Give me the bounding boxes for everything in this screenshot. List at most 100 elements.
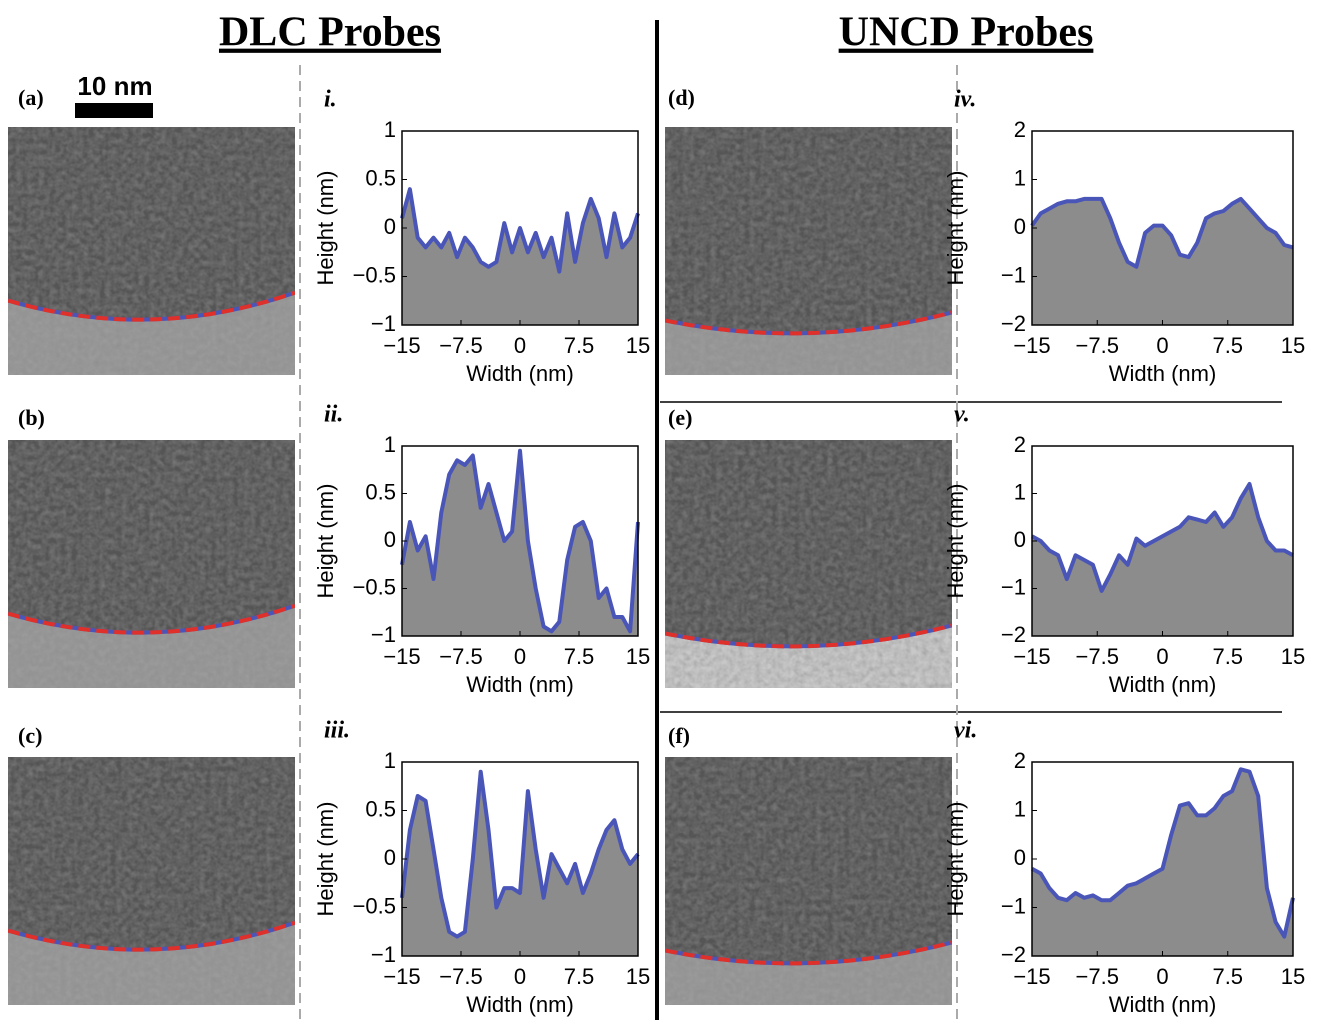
y-tick-label: 2: [1014, 748, 1026, 773]
y-tick-label: 1: [384, 432, 396, 457]
y-tick-label: −2: [1001, 622, 1026, 647]
chart-title: vi.: [954, 718, 977, 744]
y-tick-label: −1: [1001, 262, 1026, 287]
x-tick-label: −7.5: [1076, 644, 1119, 669]
y-axis-label: Height (nm): [313, 484, 338, 599]
chart-title: iv.: [954, 87, 976, 113]
x-tick-label: 15: [626, 333, 650, 358]
panel-label: (a): [18, 85, 44, 110]
x-tick-label: −15: [1013, 333, 1050, 358]
x-tick-label: −7.5: [1076, 333, 1119, 358]
x-tick-label: 0: [1156, 964, 1168, 989]
panel-label: (b): [18, 405, 45, 430]
profile-line: [1031, 767, 1295, 939]
area-fill: [1032, 198, 1293, 325]
x-axis-label: Width (nm): [466, 672, 574, 697]
tip-region: [665, 757, 952, 964]
y-tick-label: −1: [371, 622, 396, 647]
y-tick-label: 1: [1014, 796, 1026, 821]
panel-label: (c): [18, 723, 42, 748]
profile-line: [1031, 482, 1294, 593]
tem-image: [665, 440, 952, 688]
y-tick-label: −1: [1001, 893, 1026, 918]
x-axis-label: Width (nm): [1109, 992, 1217, 1017]
y-tick-label: 0.5: [365, 796, 396, 821]
heading: DLC Probes: [219, 10, 441, 56]
y-tick-label: −1: [371, 942, 396, 967]
x-tick-label: 15: [1281, 333, 1305, 358]
x-tick-label: 0: [1156, 333, 1168, 358]
area-fill: [1032, 769, 1293, 956]
x-tick-label: 0: [514, 964, 526, 989]
x-tick-label: −7.5: [439, 644, 482, 669]
panel-label: (d): [668, 85, 695, 110]
chart-title: i.: [324, 87, 337, 113]
y-tick-label: −2: [1001, 942, 1026, 967]
profile-line: [1030, 196, 1294, 269]
tem-image: [8, 127, 295, 375]
tip-region: [665, 127, 952, 334]
x-tick-label: 7.5: [564, 333, 595, 358]
tip-region: [8, 127, 295, 320]
tem-image: [665, 757, 952, 1005]
x-tick-label: 7.5: [1212, 964, 1243, 989]
y-tick-label: 1: [1014, 479, 1026, 504]
y-tick-label: 0.5: [365, 165, 396, 190]
y-tick-label: 2: [1014, 432, 1026, 457]
y-tick-label: −1: [1001, 574, 1026, 599]
fit-curve: [8, 290, 295, 322]
x-tick-label: 7.5: [564, 964, 595, 989]
fit-curve: [665, 623, 952, 649]
x-tick-label: −7.5: [1076, 964, 1119, 989]
chart-title: v.: [954, 402, 970, 428]
x-tick-label: 15: [1281, 964, 1305, 989]
y-tick-label: 0.5: [365, 479, 396, 504]
x-tick-label: 7.5: [1212, 333, 1243, 358]
area-fill: [402, 189, 638, 325]
tip-region: [8, 440, 295, 633]
fit-curve: [8, 920, 295, 952]
y-tick-label: −2: [1001, 311, 1026, 336]
x-tick-label: 15: [1281, 644, 1305, 669]
y-tick-label: 1: [384, 117, 396, 142]
x-axis-label: Width (nm): [1109, 672, 1217, 697]
tem-image: [8, 757, 295, 1005]
profile-line: [400, 187, 640, 274]
y-axis-label: Height (nm): [943, 171, 968, 286]
x-tick-label: −15: [383, 333, 420, 358]
x-tick-label: −15: [1013, 964, 1050, 989]
y-axis-label: Height (nm): [943, 802, 968, 917]
tem-image: [8, 440, 295, 688]
x-tick-label: −15: [383, 964, 420, 989]
y-axis-label: Height (nm): [313, 802, 338, 917]
x-tick-label: −15: [1013, 644, 1050, 669]
y-tick-label: 0: [384, 527, 396, 552]
y-tick-label: −0.5: [353, 893, 396, 918]
x-tick-label: 15: [626, 644, 650, 669]
chart-title: iii.: [324, 718, 350, 744]
y-tick-label: −0.5: [353, 262, 396, 287]
fit-curve: [665, 310, 952, 336]
x-tick-label: 0: [1156, 644, 1168, 669]
x-axis-label: Width (nm): [1109, 361, 1217, 386]
profile-line: [400, 448, 640, 634]
x-tick-label: 7.5: [1212, 644, 1243, 669]
x-tick-label: 7.5: [564, 644, 595, 669]
y-tick-label: 0: [1014, 527, 1026, 552]
x-tick-label: −7.5: [439, 333, 482, 358]
x-tick-label: −7.5: [439, 964, 482, 989]
x-axis-label: Width (nm): [466, 992, 574, 1017]
heading: UNCD Probes: [839, 10, 1094, 56]
panel-label: (f): [668, 723, 690, 748]
fit-curve: [8, 603, 295, 635]
x-tick-label: −15: [383, 644, 420, 669]
y-tick-label: 0: [384, 845, 396, 870]
y-tick-label: 2: [1014, 117, 1026, 142]
y-tick-label: 1: [384, 748, 396, 773]
tip-region: [8, 757, 295, 950]
area-fill: [402, 771, 638, 956]
scale-bar-label: 10 nm: [77, 71, 152, 101]
y-tick-label: −1: [371, 311, 396, 336]
